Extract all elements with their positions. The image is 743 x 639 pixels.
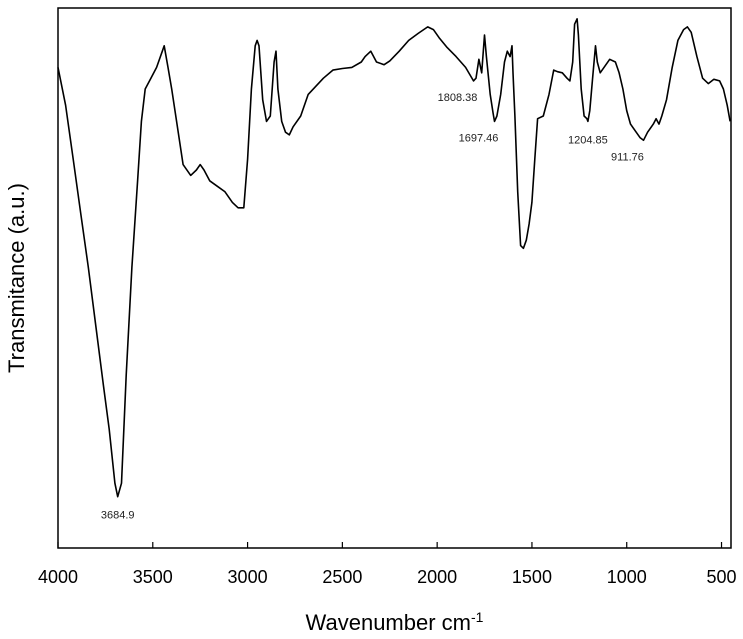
peak-label: 1808.38 — [438, 92, 478, 104]
spectrum-line — [57, 18, 731, 498]
plot-frame — [57, 7, 732, 549]
x-tick-label: 2000 — [417, 567, 457, 587]
x-axis-title: Wavenumber cm-1 — [306, 609, 484, 635]
peak-label: 1204.85 — [568, 134, 608, 146]
x-tick-label: 1000 — [607, 567, 647, 587]
x-axis-ticks — [57, 542, 723, 548]
x-tick-label: 1500 — [512, 567, 552, 587]
y-axis-title: Transmitance (a.u.) — [4, 183, 29, 373]
x-tick-label: 2500 — [322, 567, 362, 587]
x-tick-label: 500 — [706, 567, 736, 587]
peak-label: 3684.9 — [101, 510, 135, 522]
x-tick-label: 4000 — [38, 567, 78, 587]
x-tick-label: 3000 — [228, 567, 268, 587]
peak-label: 1697.46 — [459, 132, 499, 144]
peak-label: 911.76 — [611, 151, 644, 163]
x-axis-title-superscript: -1 — [471, 609, 484, 625]
x-axis-title-text: Wavenumber cm — [306, 610, 471, 635]
x-axis-tick-labels: 4000 3500 3000 2500 2000 1500 1000 500 — [38, 567, 737, 587]
x-tick-label: 3500 — [133, 567, 173, 587]
